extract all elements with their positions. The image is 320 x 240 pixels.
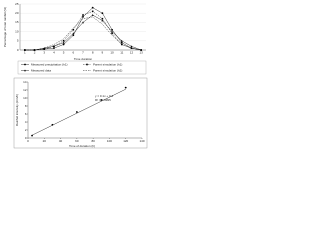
point [111, 32, 113, 35]
legend-marker [24, 69, 26, 72]
legend-marker [24, 63, 26, 66]
x-tick-label: 10 [110, 50, 114, 54]
y-tick-label: 12 [23, 88, 27, 92]
point [62, 40, 65, 42]
point [72, 28, 75, 31]
x-axis-title: Time of duration (h) [69, 144, 95, 148]
x-tick-label: 40 [59, 139, 63, 143]
trendline-r2: R² = 0.9995 [95, 98, 111, 102]
x-tick-label: 12 [130, 50, 134, 54]
point [101, 12, 104, 15]
legend-label: Measured precipitation (h1) [31, 62, 68, 66]
legend-label: Parent simulation (h2) [93, 68, 122, 72]
point [140, 49, 143, 51]
point [75, 111, 78, 113]
x-tick-label: 6 [72, 50, 74, 54]
y-axis-title: Percentage of total rainfall (%) [3, 7, 7, 47]
y-tick-label: 25 [15, 2, 19, 6]
x-tick-label: 7 [82, 50, 84, 54]
x-tick-label: 120 [123, 139, 128, 143]
point [101, 19, 104, 22]
trendline-equation: y = 0.1x + 0.2 [95, 94, 114, 98]
legend-label: Parent simulation (h1) [93, 62, 122, 66]
x-tick-label: 11 [120, 50, 123, 54]
point [62, 41, 65, 44]
y-tick-label: 2 [25, 128, 27, 132]
x-tick-label: 80 [91, 139, 95, 143]
y-tick-label: 20 [15, 11, 19, 15]
point [62, 43, 65, 46]
point [51, 123, 54, 126]
chart-frame [13, 77, 148, 149]
point [101, 17, 104, 20]
x-tick-label: 5 [63, 50, 65, 54]
x-tick-label: 8 [92, 50, 94, 54]
point [82, 14, 84, 16]
point [111, 28, 113, 31]
x-tick-label: 3 [43, 50, 45, 54]
x-tick-label: 140 [139, 139, 144, 143]
point [31, 134, 33, 137]
x-tick-label: 0 [27, 139, 29, 143]
x-tick-label: 13 [139, 50, 143, 54]
point [130, 45, 133, 48]
legend-box [17, 60, 147, 75]
point [91, 6, 94, 9]
point [91, 14, 94, 16]
point [33, 49, 36, 51]
y-tick-label: 8 [25, 104, 27, 108]
point [43, 47, 46, 49]
x-tick-label: 9 [102, 50, 104, 54]
point [72, 32, 75, 35]
y-tick-label: 5 [17, 39, 19, 43]
point [120, 43, 123, 46]
point [43, 48, 46, 50]
figure: Time duration Percentage of total rainfa… [0, 0, 150, 150]
point [120, 41, 123, 44]
point [52, 45, 55, 48]
point [82, 15, 84, 18]
y-tick-label: 15 [15, 20, 19, 24]
point [72, 34, 75, 37]
y-tick-label: 14 [23, 80, 27, 84]
legend-marker [86, 63, 88, 66]
point [111, 30, 114, 33]
x-tick-label: 1 [24, 50, 26, 54]
y-tick-label: 10 [23, 96, 27, 100]
y-tick-label: 0 [17, 48, 19, 52]
x-tick-label: 100 [107, 139, 112, 143]
y-axis-title: Rainfall intensity (mm/h) [15, 94, 19, 126]
trendline [31, 89, 126, 136]
y-tick-label: 0 [25, 136, 27, 140]
x-tick-label: 60 [75, 139, 79, 143]
legend-label: Measured data [31, 68, 51, 72]
point [120, 39, 123, 42]
point [91, 10, 94, 13]
x-tick-label: 20 [43, 139, 47, 143]
x-axis-title: Time duration [74, 57, 93, 61]
point [130, 47, 133, 49]
y-tick-label: 10 [15, 29, 19, 33]
point [53, 47, 55, 50]
x-tick-label: 4 [53, 50, 55, 54]
point [82, 21, 84, 24]
y-tick-label: 4 [25, 120, 27, 124]
point [124, 86, 127, 89]
x-tick-label: 2 [34, 50, 36, 54]
y-tick-label: 6 [25, 112, 27, 116]
point [100, 99, 103, 101]
